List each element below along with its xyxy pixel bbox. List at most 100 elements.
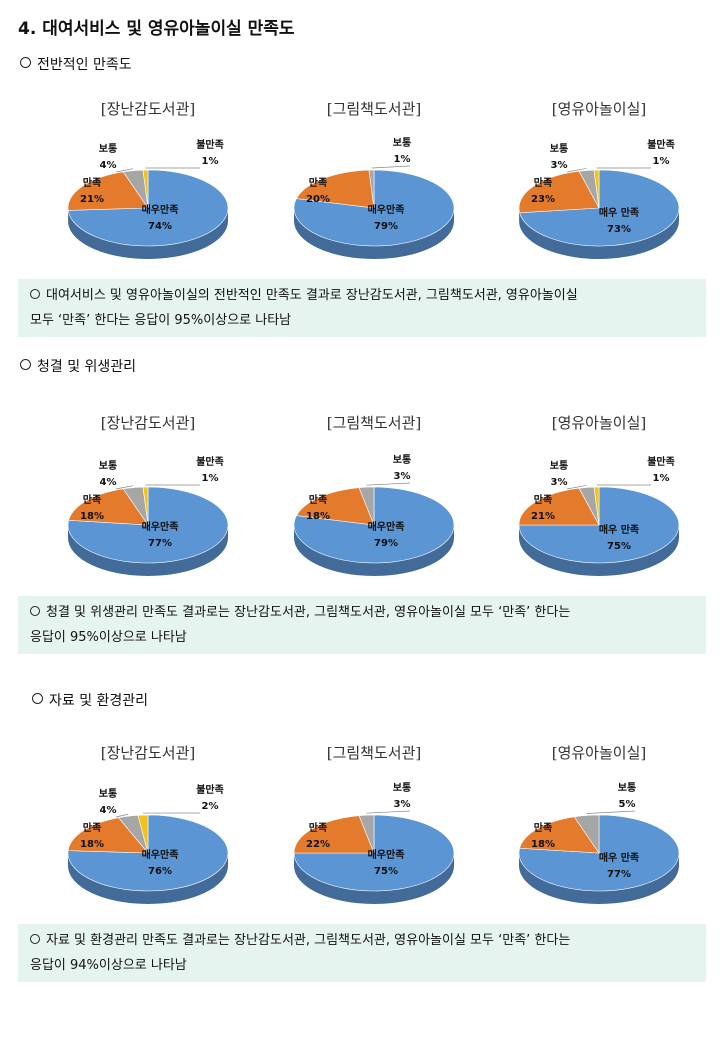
chart-title: [그림책도서관] <box>326 100 422 118</box>
slice-value-label: 2% <box>202 801 219 812</box>
slice-value-label: 77% <box>607 869 631 880</box>
pie-slice <box>142 486 149 526</box>
pie-slice <box>296 487 375 526</box>
slice-value-label: 23% <box>531 194 555 205</box>
leader-line <box>115 485 134 490</box>
slice-category-label: 보통 <box>99 788 117 800</box>
chart-title: [영유아놀이실] <box>551 100 647 118</box>
pie-slice <box>519 816 600 854</box>
circle-bullet-icon <box>30 934 40 944</box>
slice-value-label: 1% <box>653 473 670 484</box>
slice-category-label: 보통 <box>393 454 411 466</box>
pie-slice <box>593 486 600 526</box>
pie-slice-side <box>294 525 454 576</box>
slice-value-label: 4% <box>100 477 117 488</box>
pie-slice <box>296 169 375 209</box>
pie-slice-side <box>519 525 679 576</box>
slice-value-label: 3% <box>551 160 568 171</box>
slice-category-label: 매우만족 <box>142 203 179 216</box>
summary-text: 응답이 94%이상으로 나타남 <box>30 958 187 973</box>
summary-line: 자료 및 환경관리 만족도 결과로는 장난감도서관, 그림책도서관, 영유아놀이… <box>30 928 696 953</box>
pie-chart: 매우만족 79% 만족 18% 보통 3% <box>293 454 455 576</box>
slice-value-label: 21% <box>80 194 104 205</box>
slice-value-label: 77% <box>148 538 172 549</box>
summary-line: 청결 및 위생관리 만족도 결과로는 장난감도서관, 그림책도서관, 영유아놀이… <box>30 600 696 625</box>
slice-category-label: 보통 <box>99 143 117 155</box>
slice-value-label: 22% <box>306 839 330 850</box>
pie-slice-side <box>294 853 454 904</box>
slice-category-label: 매우만족 <box>368 520 405 533</box>
slice-value-label: 18% <box>80 839 104 850</box>
pie-chart: 매우 만족 75% 만족 21% 보통 3% 불만족 1% <box>518 455 680 576</box>
chart-title: [장난감도서관] <box>100 100 196 118</box>
leader-line <box>566 485 587 490</box>
chart-title: [그림책도서관] <box>326 414 422 432</box>
pie-slice <box>142 169 149 209</box>
slice-category-label: 매우만족 <box>368 848 405 861</box>
section-heading-cleanliness: 청결 및 위생관리 <box>20 356 136 376</box>
slice-value-label: 3% <box>394 799 411 810</box>
slice-value-label: 76% <box>148 866 172 877</box>
slice-value-label: 74% <box>148 221 172 232</box>
slice-category-label: 매우만족 <box>142 520 179 533</box>
summary-box: 대여서비스 및 영유아놀이실의 전반적인 만족도 결과로 장난감도서관, 그림책… <box>18 279 706 337</box>
pie-chart: 매우만족 76% 만족 18% 보통 4% 불만족 2% <box>67 783 229 904</box>
pie-slice <box>293 815 375 854</box>
slice-value-label: 75% <box>374 866 398 877</box>
slice-category-label: 보통 <box>99 460 117 472</box>
pie-chart: 매우만족 77% 만족 18% 보통 4% 불만족 1% <box>67 455 229 576</box>
summary-text: 대여서비스 및 영유아놀이실의 전반적인 만족도 결과로 장난감도서관, 그림책… <box>46 288 578 303</box>
slice-category-label: 보통 <box>550 143 568 155</box>
pie-slice <box>67 817 149 854</box>
pie-chart: 매우 만족 77% 만족 18% 보통 5% <box>518 782 680 904</box>
slice-value-label: 18% <box>306 511 330 522</box>
slice-category-label: 만족 <box>309 176 327 189</box>
slice-value-label: 3% <box>551 477 568 488</box>
summary-line: 응답이 94%이상으로 나타남 <box>30 953 696 978</box>
slice-category-label: 매우만족 <box>368 203 405 216</box>
pie-slice-side <box>294 208 454 259</box>
pie-chart: 매우 만족 73% 만족 23% 보통 3% 불만족 1% <box>518 138 680 259</box>
slice-category-label: 만족 <box>309 821 327 834</box>
slice-value-label: 4% <box>100 805 117 816</box>
pie-slice-side <box>68 208 228 259</box>
circle-bullet-icon <box>32 693 43 704</box>
slice-value-label: 73% <box>607 224 631 235</box>
slice-value-label: 3% <box>394 471 411 482</box>
slice-category-label: 매우 만족 <box>599 851 639 864</box>
section-heading-text: 청결 및 위생관리 <box>37 359 137 375</box>
slice-category-label: 불만족 <box>196 455 224 468</box>
slice-value-label: 18% <box>531 839 555 850</box>
slice-value-label: 21% <box>531 511 555 522</box>
slice-category-label: 불만족 <box>647 138 675 151</box>
slice-value-label: 1% <box>202 473 219 484</box>
leader-line <box>566 168 587 173</box>
summary-text: 청결 및 위생관리 만족도 결과로는 장난감도서관, 그림책도서관, 영유아놀이… <box>46 605 571 620</box>
slice-category-label: 매우 만족 <box>599 523 639 536</box>
summary-text: 응답이 95%이상으로 나타남 <box>30 630 187 645</box>
pie-slice <box>137 814 149 854</box>
pie-slice-side <box>519 853 679 904</box>
leader-line <box>366 810 411 814</box>
section-heading-overall: 전반적인 만족도 <box>20 54 132 74</box>
slice-category-label: 보통 <box>550 460 568 472</box>
slice-category-label: 만족 <box>534 821 552 834</box>
pie-slice <box>68 488 149 526</box>
leader-line <box>115 813 129 818</box>
pie-chart: 매우만족 75% 만족 22% 보통 3% <box>293 782 455 904</box>
circle-bullet-icon <box>20 359 31 370</box>
leader-line <box>371 165 411 169</box>
section-heading-text: 자료 및 환경관리 <box>49 693 149 709</box>
slice-category-label: 보통 <box>618 782 636 794</box>
slice-category-label: 불만족 <box>196 138 224 151</box>
chart-title: [영유아놀이실] <box>551 414 647 432</box>
summary-line: 응답이 95%이상으로 나타남 <box>30 625 696 650</box>
circle-bullet-icon <box>30 606 40 616</box>
slice-category-label: 불만족 <box>647 455 675 468</box>
page-title: 4. 대여서비스 및 영유아놀이실 만족도 <box>18 19 295 39</box>
pie-slice <box>518 487 600 526</box>
pie-slice <box>368 169 375 209</box>
section-heading-materials: 자료 및 환경관리 <box>32 690 148 710</box>
summary-box: 청결 및 위생관리 만족도 결과로는 장난감도서관, 그림책도서관, 영유아놀이… <box>18 596 706 654</box>
section-heading-text: 전반적인 만족도 <box>37 57 132 73</box>
